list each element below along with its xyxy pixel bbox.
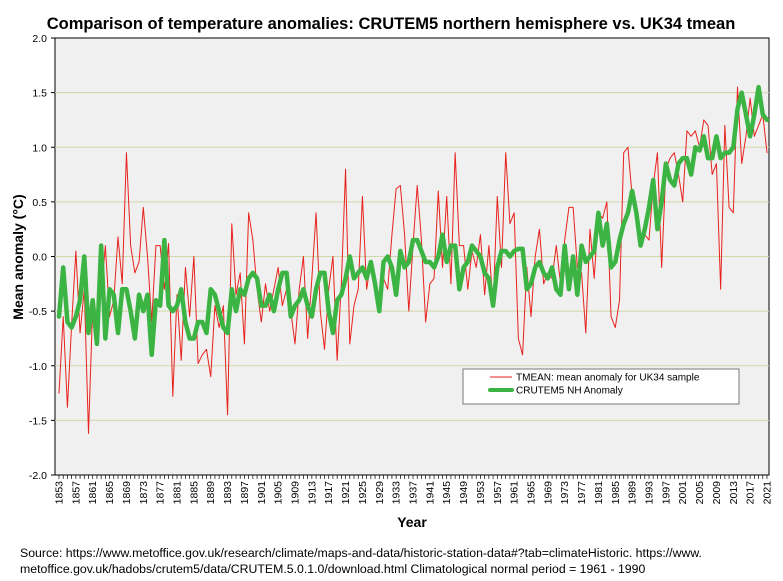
x-tick-label: 2001 bbox=[677, 481, 689, 505]
x-tick-label: 2017 bbox=[745, 481, 757, 505]
x-tick-label: 1869 bbox=[121, 481, 133, 505]
x-tick-label: 1885 bbox=[188, 481, 200, 505]
source-note: Source: https://www.metoffice.gov.uk/res… bbox=[20, 546, 702, 576]
x-tick-label: 2005 bbox=[694, 481, 706, 505]
x-tick-label: 1901 bbox=[256, 481, 268, 505]
x-tick-label: 1997 bbox=[660, 481, 672, 505]
series-crutem5-nh-line bbox=[56, 84, 770, 358]
chart-title: Comparison of temperature anomalies: CRU… bbox=[47, 15, 736, 33]
x-tick-label: 1917 bbox=[323, 481, 335, 505]
x-tick-label: 1897 bbox=[239, 481, 251, 505]
x-tick-label: 1857 bbox=[70, 481, 82, 505]
x-axis-title: Year bbox=[397, 514, 427, 530]
y-tick-label: 0.0 bbox=[32, 252, 47, 264]
legend: TMEAN: mean anomaly for UK34 sample CRUT… bbox=[462, 368, 740, 405]
x-tick-label: 1941 bbox=[424, 481, 436, 505]
x-tick-label: 1925 bbox=[357, 481, 369, 505]
x-tick-label: 1961 bbox=[509, 481, 521, 505]
y-tick-label: -2.0 bbox=[29, 470, 47, 482]
x-tick-label: 1989 bbox=[627, 481, 639, 505]
legend-label-uk34: TMEAN: mean anomaly for UK34 sample bbox=[516, 373, 700, 384]
x-tick-label: 1949 bbox=[458, 481, 470, 505]
x-tick-label: 1877 bbox=[155, 481, 167, 505]
x-tick-label: 1969 bbox=[542, 481, 554, 505]
x-tick-label: 1945 bbox=[441, 481, 453, 505]
x-tick-label: 1957 bbox=[492, 481, 504, 505]
x-tick-label: 1905 bbox=[273, 481, 285, 505]
x-tick-label: 1853 bbox=[54, 481, 66, 505]
y-axis-title: Mean anomaly (°C) bbox=[10, 194, 26, 319]
y-tick-label: -0.5 bbox=[29, 306, 47, 318]
y-tick-label: 2.0 bbox=[32, 33, 47, 45]
x-tick-label: 1893 bbox=[222, 481, 234, 505]
legend-label-crutem5: CRUTEM5 NH Anomaly bbox=[516, 386, 623, 397]
x-tick-label: 1985 bbox=[610, 481, 622, 505]
y-tick-label: -1.0 bbox=[29, 361, 47, 373]
x-tick-label: 2021 bbox=[762, 481, 774, 505]
legend-box bbox=[462, 368, 740, 405]
x-tick-label: 1921 bbox=[340, 481, 352, 505]
x-tick-label: 1933 bbox=[391, 481, 403, 505]
x-tick-label: 1913 bbox=[306, 481, 318, 505]
x-tick-label: 1861 bbox=[87, 481, 99, 505]
x-tick-label: 1865 bbox=[104, 481, 116, 505]
y-tick-label: 0.5 bbox=[32, 197, 47, 209]
x-tick-label: 1937 bbox=[408, 481, 420, 505]
y-tick-label: 1.0 bbox=[32, 142, 47, 154]
x-tick-label: 1909 bbox=[290, 481, 302, 505]
chart: Comparison of temperature anomalies: CRU… bbox=[10, 15, 774, 530]
x-tick-label: 2013 bbox=[728, 481, 740, 505]
x-tick-label: 1873 bbox=[138, 481, 150, 505]
x-tick-label: 1929 bbox=[374, 481, 386, 505]
x-tick-label: 1953 bbox=[475, 481, 487, 505]
x-tick-label: 1973 bbox=[559, 481, 571, 505]
x-tick-label: 1981 bbox=[593, 481, 605, 505]
x-tick-label: 1993 bbox=[644, 481, 656, 505]
y-tick-label: 1.5 bbox=[32, 88, 47, 100]
y-tick-label: -1.5 bbox=[29, 415, 47, 427]
x-tick-label: 1889 bbox=[205, 481, 217, 505]
x-tick-label: 1965 bbox=[526, 481, 538, 505]
y-axis-ticks: -2.0 -1.5 -1.0 -0.5 0.0 0.5 1.0 1.5 2.0 bbox=[29, 33, 55, 482]
x-tick-label: 2009 bbox=[711, 481, 723, 505]
x-tick-label: 1881 bbox=[172, 481, 184, 505]
x-tick-label: 1977 bbox=[576, 481, 588, 505]
series-layer bbox=[56, 84, 770, 434]
x-axis-ticks: 1853 1857 1861 1865 1869 1873 1877 1881 1885 1889… bbox=[54, 475, 774, 504]
